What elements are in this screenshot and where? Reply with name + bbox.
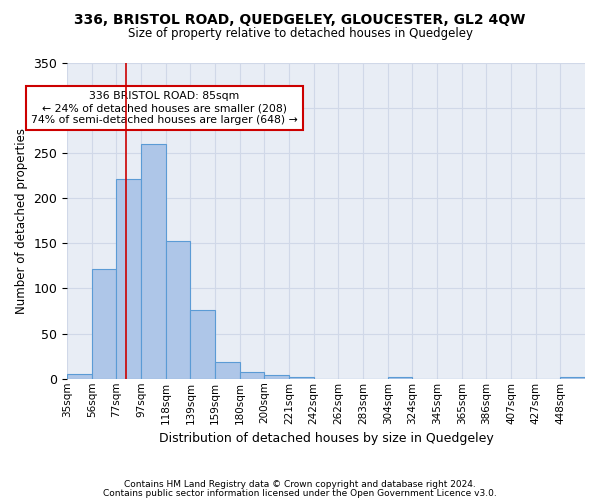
Bar xyxy=(116,179,141,379)
Text: 336, BRISTOL ROAD, QUEDGELEY, GLOUCESTER, GL2 4QW: 336, BRISTOL ROAD, QUEDGELEY, GLOUCESTER… xyxy=(74,12,526,26)
Text: Size of property relative to detached houses in Quedgeley: Size of property relative to detached ho… xyxy=(128,28,473,40)
Y-axis label: Number of detached properties: Number of detached properties xyxy=(15,128,28,314)
Bar xyxy=(240,372,265,379)
Bar xyxy=(560,377,585,379)
Bar xyxy=(388,377,412,379)
Text: 336 BRISTOL ROAD: 85sqm
← 24% of detached houses are smaller (208)
74% of semi-d: 336 BRISTOL ROAD: 85sqm ← 24% of detache… xyxy=(31,92,298,124)
Bar xyxy=(215,362,240,379)
Bar xyxy=(289,377,314,379)
Text: Contains public sector information licensed under the Open Government Licence v3: Contains public sector information licen… xyxy=(103,489,497,498)
Bar xyxy=(141,144,166,379)
Bar xyxy=(92,268,116,379)
Text: Contains HM Land Registry data © Crown copyright and database right 2024.: Contains HM Land Registry data © Crown c… xyxy=(124,480,476,489)
Bar xyxy=(67,374,92,379)
Bar xyxy=(265,375,289,379)
Bar xyxy=(190,310,215,379)
X-axis label: Distribution of detached houses by size in Quedgeley: Distribution of detached houses by size … xyxy=(159,432,493,445)
Bar xyxy=(166,240,190,379)
